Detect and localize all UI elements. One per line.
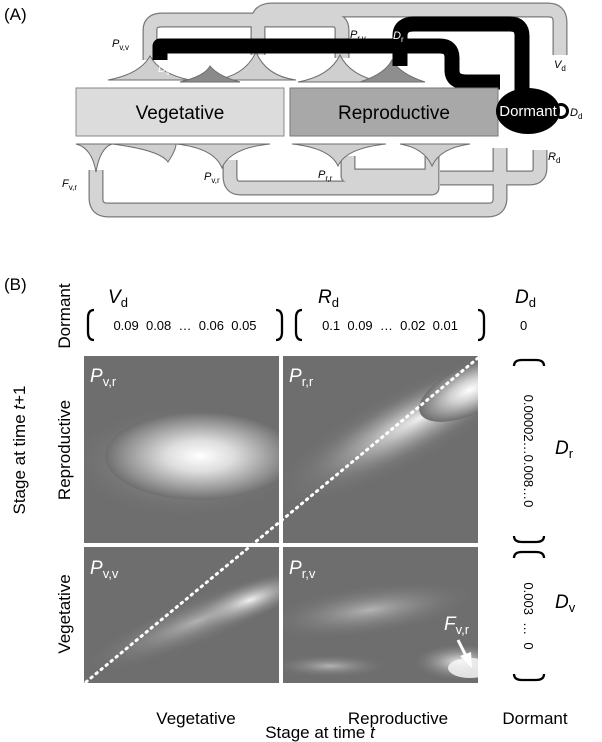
kernel-label-p-v-v: Pv,v <box>90 558 119 581</box>
dormant-node <box>496 88 560 134</box>
fecundity-arrow-head <box>460 652 472 668</box>
col-label-dormant: Dormant <box>502 709 567 728</box>
svg-text:Dv: Dv <box>158 63 170 77</box>
vd-values: 0.09 0.08 … 0.06 0.05 <box>113 318 256 333</box>
kernel-distributions-bottom <box>75 143 471 173</box>
vegetative-box-label: Vegetative <box>136 103 225 124</box>
svg-text:Pv,r: Pv,r <box>204 171 220 185</box>
svg-text:Pv,v: Pv,v <box>112 38 129 52</box>
svg-text:Dr: Dr <box>393 30 404 44</box>
reproductive-box <box>289 87 499 137</box>
dr-bracket-top <box>512 358 546 367</box>
panel-a-transition-labels: Pv,v Dv Pr,v Dr Vd Dd Fv,r Pv,r Pr,r Rd <box>62 29 582 192</box>
panel-a-label: (A) <box>4 5 27 24</box>
dv-bracket-bottom <box>512 673 546 682</box>
dr-values: 0.00002…0.008…0 <box>521 395 536 508</box>
vd-bracket-left <box>86 308 95 342</box>
vegetative-box <box>75 87 285 137</box>
svg-text:Pr,r: Pr,r <box>318 169 333 183</box>
reproductive-box-label: Reproductive <box>338 103 450 124</box>
vd-bracket-right <box>275 308 284 342</box>
dr-bracket-bottom <box>512 535 546 544</box>
kernel-label-p-v-r: Pv,r <box>90 366 117 389</box>
svg-text:Pr,v: Pr,v <box>350 29 366 43</box>
kernel-distributions-top <box>107 50 426 83</box>
vd-symbol: Vd <box>108 287 128 310</box>
dv-bracket-top <box>512 550 546 559</box>
gray-transition-arrows <box>88 2 568 218</box>
rd-bracket-right <box>477 308 486 342</box>
kernel-p-r-r <box>283 356 478 543</box>
rd-symbol: Rd <box>318 287 339 310</box>
black-dormancy-arrows <box>152 16 530 100</box>
dr-symbol: Dr <box>555 438 574 461</box>
col-label-reproductive: Reproductive <box>348 709 448 728</box>
panel-b-label: (B) <box>4 275 27 294</box>
fecundity-arrow-label: Fv,r <box>444 614 470 637</box>
one-to-one-line <box>84 356 480 684</box>
col-label-vegetative: Vegetative <box>156 709 235 728</box>
dormant-self-loop <box>553 103 569 119</box>
dd-value: 0 <box>520 318 527 333</box>
svg-text:Vd: Vd <box>554 59 566 73</box>
row-label-reproductive: Reproductive <box>55 400 74 500</box>
svg-text:Rd: Rd <box>548 151 560 165</box>
kernel-p-r-v <box>283 547 478 683</box>
rd-bracket-left <box>294 308 303 342</box>
dormant-node-label: Dormant <box>499 103 557 120</box>
dd-symbol: Dd <box>515 287 536 310</box>
kernel-p-v-v <box>84 547 279 683</box>
x-axis-title: Stage at time t <box>265 723 376 742</box>
y-axis-title: Stage at time t+1 <box>10 385 29 514</box>
kernel-label-p-r-v: Pr,v <box>289 558 316 581</box>
svg-text:Fv,r: Fv,r <box>62 178 77 192</box>
dv-symbol: Dv <box>555 592 576 615</box>
row-label-vegetative: Vegetative <box>55 574 74 653</box>
svg-text:Dd: Dd <box>570 107 582 121</box>
dv-values: 0.003 … 0 <box>521 582 536 649</box>
row-label-dormant: Dormant <box>55 283 74 348</box>
kernel-p-v-r <box>84 356 279 543</box>
kernel-label-p-r-r: Pr,r <box>289 366 314 389</box>
fecundity-arrow-shaft <box>456 639 468 657</box>
rd-values: 0.1 0.09 … 0.02 0.01 <box>322 318 458 333</box>
